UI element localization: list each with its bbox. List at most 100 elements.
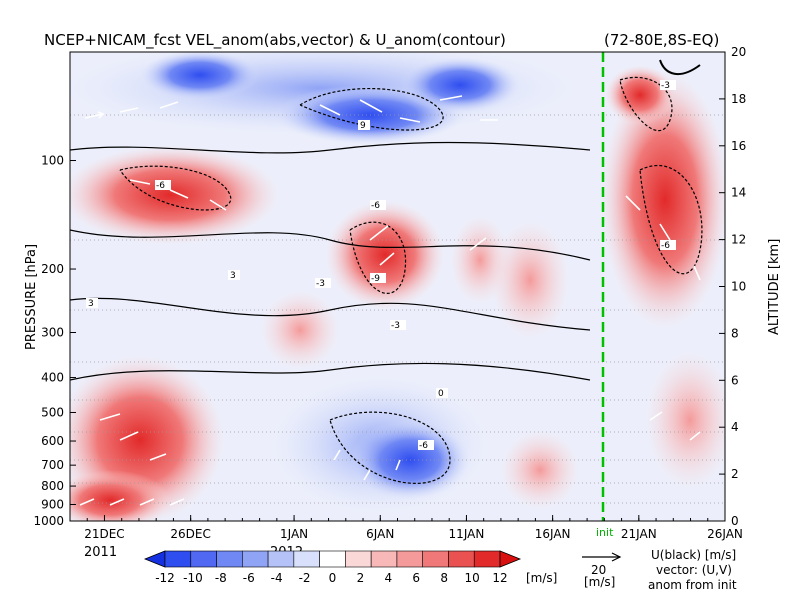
colorbar-tick-label: -8 bbox=[215, 571, 227, 585]
colorbar-tick-label: -4 bbox=[271, 571, 283, 585]
y2-tick-label: 16 bbox=[731, 139, 746, 153]
y-tick-label: 500 bbox=[41, 405, 64, 419]
colorbar-tick-label: 10 bbox=[464, 571, 479, 585]
colorbar-cell bbox=[267, 550, 295, 568]
colorbar-cell bbox=[370, 550, 398, 568]
reference-vector-value: 20 bbox=[591, 563, 606, 577]
reference-vector: 20 [m/s] bbox=[582, 552, 622, 589]
plot-area: 9 -9 -6 -6 -3 -3 -6 3 3 0 -6 -3 bbox=[70, 52, 725, 521]
y-tick-label: 1000 bbox=[33, 514, 64, 528]
colorbar-cell bbox=[448, 550, 475, 568]
y-tick-label: 200 bbox=[41, 262, 64, 276]
y-axis-ticks: 100 200 300 400 500 600 700 800 900 1000 bbox=[33, 154, 76, 528]
colorbar-cell bbox=[190, 550, 217, 568]
x-axis-ticks: 21DEC 26DEC 1JAN 6JAN 11JAN 16JAN 21JAN 26JAN bbox=[69, 515, 743, 541]
colorbar-cell bbox=[396, 550, 423, 568]
colorbar: -12 -10 -8 -6 -4 -2 0 2 4 6 8 10 12 bbox=[143, 550, 522, 585]
x-tick-label: 1JAN bbox=[280, 527, 308, 541]
contour-label: 0 bbox=[436, 388, 448, 399]
contour-label: -3 bbox=[390, 320, 406, 331]
colorbar-cell bbox=[345, 550, 372, 568]
y-tick-label: 400 bbox=[41, 371, 64, 385]
y2-tick-label: 18 bbox=[731, 92, 746, 106]
y2-tick-label: 2 bbox=[731, 467, 739, 481]
colorbar-tick-label: 6 bbox=[412, 571, 420, 585]
contour-label: -6 bbox=[660, 240, 676, 251]
contour-label: -9 bbox=[370, 273, 386, 284]
svg-text:3: 3 bbox=[230, 271, 236, 281]
x-tick-label: 11JAN bbox=[449, 527, 485, 541]
y2-tick-label: 8 bbox=[731, 326, 739, 340]
colorbar-tick-label: 12 bbox=[492, 571, 507, 585]
chart-title: NCEP+NICAM_fcst VEL_anom(abs,vector) & U… bbox=[44, 31, 506, 50]
init-marker-label: init bbox=[596, 526, 614, 539]
contours bbox=[70, 59, 703, 484]
y-axis-label: PRESSURE [hPa] bbox=[24, 244, 39, 350]
colorbar-cell bbox=[499, 550, 522, 568]
svg-text:-3: -3 bbox=[661, 81, 670, 91]
y2-tick-label: 6 bbox=[731, 373, 739, 387]
contour-label: -6 bbox=[370, 200, 386, 211]
reference-vector-unit: [m/s] bbox=[584, 575, 615, 589]
svg-text:-6: -6 bbox=[661, 241, 670, 251]
chart-region: (72-80E,8S-EQ) bbox=[604, 31, 719, 49]
y-tick-label: 900 bbox=[41, 498, 64, 512]
y-tick-label: 100 bbox=[41, 154, 64, 168]
contour-label: 3 bbox=[228, 270, 240, 281]
y2-tick-label: 12 bbox=[731, 233, 746, 247]
colorbar-cell bbox=[473, 550, 501, 568]
y-tick-label: 700 bbox=[41, 458, 64, 472]
colorbar-unit: [m/s] bbox=[526, 571, 557, 585]
colorbar-cell bbox=[319, 550, 346, 568]
colorbar-cell bbox=[164, 550, 192, 568]
svg-text:-3: -3 bbox=[316, 279, 325, 289]
svg-text:-6: -6 bbox=[419, 441, 428, 451]
colorbar-cell bbox=[242, 550, 269, 568]
contour-labels: 9 -9 -6 -6 -3 -3 -6 3 3 0 -6 -3 bbox=[86, 80, 676, 451]
y-tick-label: 300 bbox=[41, 326, 64, 340]
svg-text:3: 3 bbox=[88, 299, 94, 309]
colorbar-tick-label: 4 bbox=[385, 571, 393, 585]
x-tick-label: 21JAN bbox=[621, 527, 657, 541]
svg-text:-9: -9 bbox=[371, 274, 380, 284]
contour-label: -6 bbox=[155, 180, 171, 191]
colorbar-tick-label: 0 bbox=[329, 571, 337, 585]
legend-line-1: U(black) [m/s] bbox=[651, 548, 736, 562]
x-tick-label: 26JAN bbox=[707, 527, 743, 541]
y2-axis-ticks: 0 2 4 6 8 10 12 14 16 18 20 bbox=[719, 45, 746, 528]
y2-tick-label: 4 bbox=[731, 420, 739, 434]
svg-text:0: 0 bbox=[438, 389, 444, 399]
colorbar-tick-label: -12 bbox=[155, 571, 175, 585]
y2-axis-label: ALTITUDE [km] bbox=[767, 239, 782, 335]
contour-label: 9 bbox=[358, 120, 370, 131]
colorbar-tick-label: -6 bbox=[243, 571, 255, 585]
svg-text:-6: -6 bbox=[156, 181, 165, 191]
colorbar-cell bbox=[422, 550, 449, 568]
x-tick-label: 6JAN bbox=[366, 527, 394, 541]
y2-tick-label: 20 bbox=[731, 45, 746, 59]
y2-tick-label: 0 bbox=[731, 514, 739, 528]
contour-label: -3 bbox=[315, 278, 331, 289]
x-tick-label: 21DEC bbox=[84, 527, 124, 541]
legend-line-3: anom from init bbox=[648, 578, 737, 592]
svg-text:-3: -3 bbox=[391, 321, 400, 331]
wind-vectors bbox=[79, 95, 701, 506]
y-tick-label: 800 bbox=[41, 479, 64, 493]
contour-label: -6 bbox=[418, 440, 434, 451]
colorbar-cell bbox=[293, 550, 320, 568]
legend-line-2: vector: (U,V) bbox=[656, 563, 732, 577]
y2-tick-label: 10 bbox=[731, 280, 746, 294]
colorbar-tick-label: 2 bbox=[357, 571, 365, 585]
contour-label: 3 bbox=[86, 298, 98, 309]
y2-tick-label: 14 bbox=[731, 186, 746, 200]
y-tick-label: 600 bbox=[41, 434, 64, 448]
colorbar-tick-label: -2 bbox=[299, 571, 311, 585]
x-tick-label: 16JAN bbox=[535, 527, 571, 541]
svg-text:-6: -6 bbox=[371, 201, 380, 211]
svg-text:9: 9 bbox=[360, 121, 366, 131]
contour-label: -3 bbox=[660, 80, 676, 91]
colorbar-cell bbox=[216, 550, 243, 568]
colorbar-tick-label: -10 bbox=[183, 571, 203, 585]
x-year-label-2011: 2011 bbox=[84, 545, 117, 560]
